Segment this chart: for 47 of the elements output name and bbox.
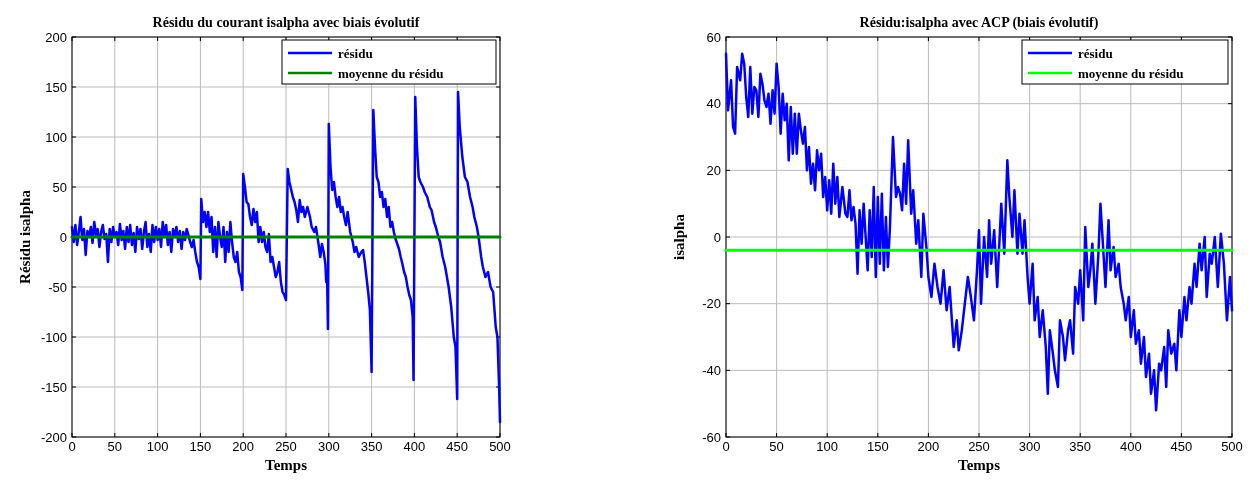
- y-tick-label: 60: [706, 29, 721, 45]
- line-series: [70, 90, 502, 424]
- y-tick-label: -50: [48, 279, 67, 295]
- y-tick-label: -20: [702, 296, 721, 312]
- y-tick-label: 100: [45, 129, 67, 145]
- y-tick-label: 20: [706, 162, 721, 178]
- legend-label: résidu: [338, 45, 373, 61]
- x-tick-label: 150: [866, 439, 889, 454]
- legend-label: moyenne du résidu: [1078, 65, 1184, 81]
- x-tick-label: 400: [1119, 439, 1142, 454]
- x-tick-label: 100: [146, 439, 169, 454]
- x-tick-label: 200: [917, 439, 940, 454]
- y-axis-title: isalpha: [671, 213, 687, 260]
- x-tick-label: 250: [275, 439, 297, 454]
- x-tick-label: 50: [769, 439, 784, 454]
- x-tick-label: 200: [232, 439, 255, 454]
- y-tick-label: -60: [702, 429, 721, 445]
- legend-label: résidu: [1078, 45, 1113, 61]
- x-tick-label: 500: [1221, 439, 1243, 454]
- x-tick-label: 300: [317, 439, 340, 454]
- y-tick-label: -200: [40, 429, 67, 445]
- y-tick-label: 200: [45, 29, 67, 45]
- y-tick-label: -100: [40, 329, 67, 345]
- chart-title: Résidu:isalpha avec ACP (biais évolutif): [859, 15, 1099, 31]
- x-tick-label: 350: [1069, 439, 1092, 454]
- x-tick-label: 350: [360, 439, 383, 454]
- x-tick-label: 300: [1018, 439, 1041, 454]
- x-tick-label: 500: [489, 439, 511, 454]
- x-tick-label: 450: [446, 439, 469, 454]
- x-axis-title: Temps: [265, 457, 308, 473]
- y-tick-label: 0: [713, 229, 721, 245]
- y-tick-label: 50: [52, 179, 67, 195]
- y-axis-title: Résidu isalpha: [17, 189, 33, 284]
- x-tick-label: 100: [816, 439, 839, 454]
- y-tick-label: 0: [59, 229, 67, 245]
- chart-title: Résidu du courant isalpha avec biais évolutif: [152, 15, 420, 30]
- y-tick-label: 40: [706, 96, 721, 112]
- x-tick-label: 450: [1170, 439, 1193, 454]
- x-tick-label: 400: [403, 439, 426, 454]
- y-tick-label: -150: [40, 379, 67, 395]
- y-tick-label: -40: [702, 362, 721, 378]
- x-tick-label: 50: [107, 439, 123, 454]
- legend-label: moyenne du résidu: [338, 65, 444, 81]
- x-tick-label: 150: [189, 439, 212, 454]
- x-tick-label: 250: [968, 439, 990, 454]
- x-axis-title: Temps: [958, 457, 1001, 473]
- y-tick-label: 150: [45, 79, 67, 95]
